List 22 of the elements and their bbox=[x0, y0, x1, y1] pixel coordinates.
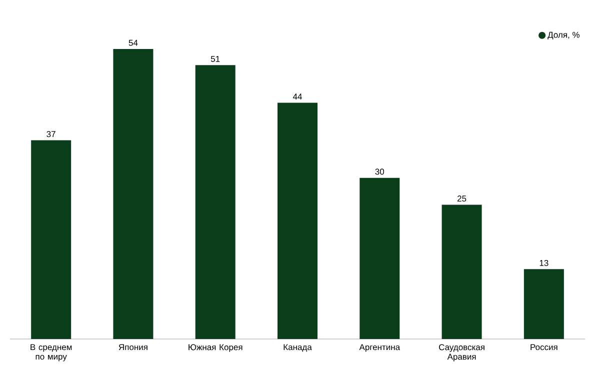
bar bbox=[360, 178, 400, 339]
x-tick-label: Южная Корея bbox=[188, 344, 242, 352]
data-label: 37 bbox=[46, 131, 56, 138]
data-label: 54 bbox=[128, 40, 138, 46]
bar bbox=[278, 102, 318, 339]
bar bbox=[31, 140, 72, 339]
bar bbox=[524, 269, 564, 339]
x-tick-label: В среднем по миру bbox=[30, 344, 72, 362]
bar bbox=[195, 65, 236, 339]
data-label: 30 bbox=[375, 168, 384, 175]
bar bbox=[442, 204, 482, 339]
x-tick-label: Аргентина bbox=[359, 344, 400, 352]
x-tick-label: Россия bbox=[530, 344, 558, 350]
x-tick-label: Саудовская Аравия bbox=[439, 344, 484, 362]
data-label: 51 bbox=[210, 56, 220, 62]
data-label: 25 bbox=[457, 196, 466, 202]
data-label: 44 bbox=[292, 94, 302, 100]
data-label: 13 bbox=[540, 260, 548, 266]
legend-label: Доля, % bbox=[548, 32, 580, 40]
x-tick-label: Япония bbox=[118, 344, 148, 350]
x-tick-label: Канада bbox=[284, 344, 312, 352]
bar bbox=[113, 49, 154, 339]
